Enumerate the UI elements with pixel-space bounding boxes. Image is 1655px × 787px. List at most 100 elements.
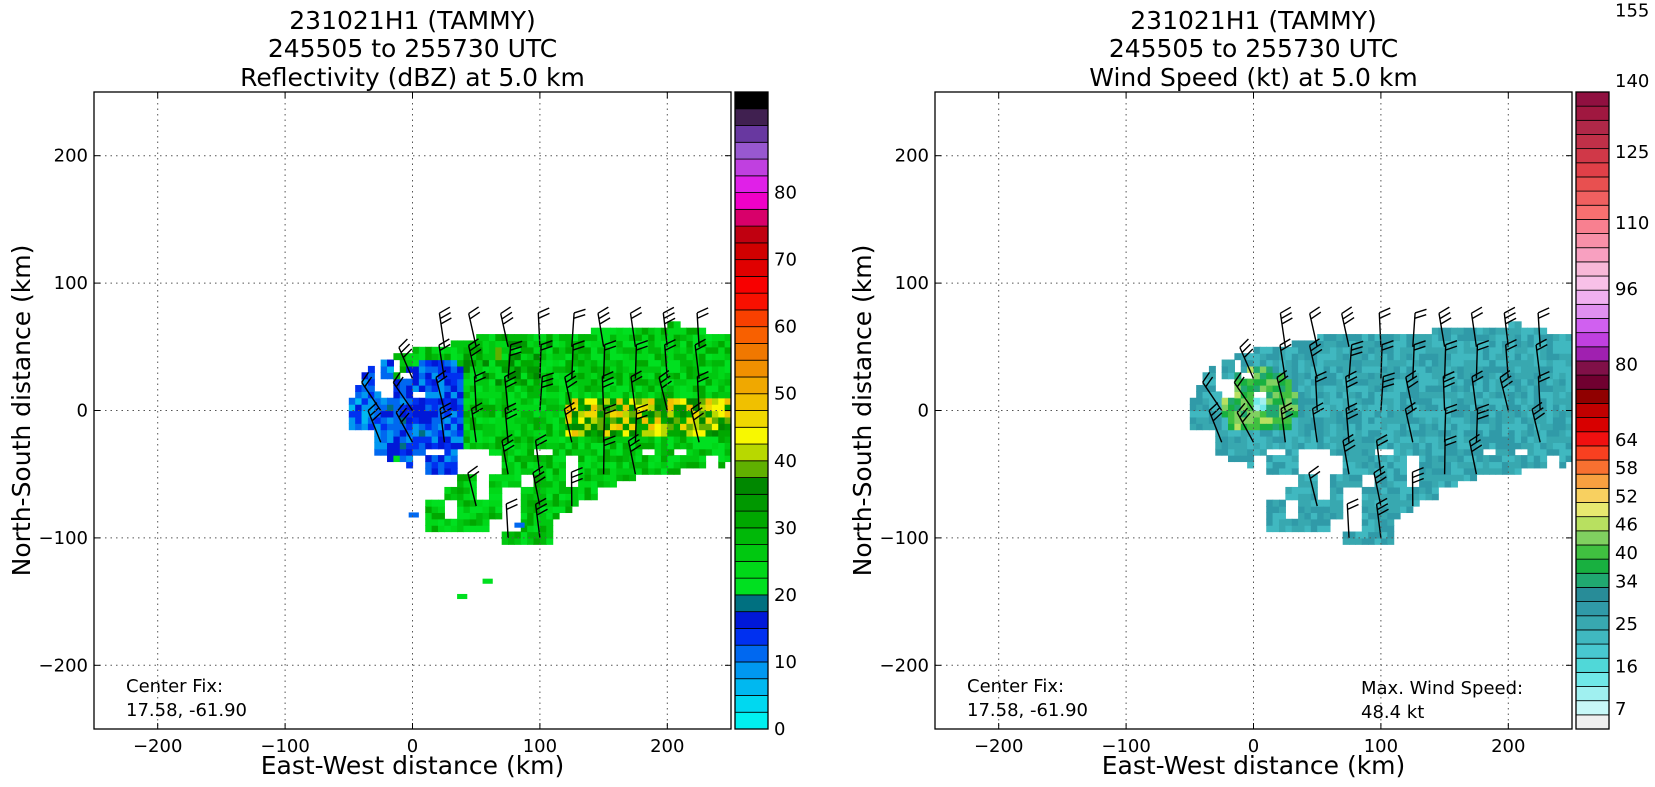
field-cell [559, 404, 566, 412]
field-cell [1463, 397, 1471, 405]
colorbar-swatch [1575, 275, 1610, 291]
field-cell [648, 455, 656, 463]
field-cell [711, 365, 719, 373]
colorbar-swatch [1575, 686, 1610, 702]
field-cell [1559, 385, 1567, 392]
field-cell [1310, 525, 1318, 533]
field-cell [469, 512, 477, 520]
field-cell [1304, 512, 1312, 520]
field-cell [457, 410, 465, 418]
field-cell [641, 334, 649, 342]
field-cell [635, 461, 643, 469]
field-cell [1393, 448, 1401, 456]
field-cell [667, 372, 675, 380]
field-cell [539, 442, 547, 450]
field-cell [635, 365, 643, 373]
colorbar-tick-label: 50 [774, 384, 797, 405]
field-cell [1387, 365, 1395, 373]
field-cell [1470, 340, 1478, 348]
field-cell [724, 359, 731, 367]
field-cell [431, 499, 439, 507]
field-cell [1400, 442, 1407, 450]
wind-barb [1345, 370, 1358, 411]
field-cell [1521, 435, 1529, 443]
field-cell [527, 353, 535, 361]
field-cell [482, 499, 490, 507]
field-cell [1489, 410, 1497, 418]
field-cell [622, 429, 630, 437]
field-cell [488, 397, 496, 405]
field-cell [406, 385, 414, 392]
colorbar-swatch [734, 91, 769, 110]
field-cell [1380, 493, 1388, 501]
field-cell [590, 378, 598, 386]
field-cell [1438, 455, 1446, 463]
field-cell [539, 359, 547, 367]
field-cell [699, 397, 707, 405]
field-cell [495, 385, 503, 392]
field-cell [559, 423, 566, 431]
field-cell [686, 442, 694, 450]
field-cell [1431, 391, 1439, 399]
field-cell [546, 346, 554, 354]
field-cell [520, 346, 528, 354]
field-cell [1438, 385, 1446, 392]
field-cell [387, 455, 394, 463]
field-cell [1406, 365, 1414, 373]
field-cell [1450, 391, 1458, 399]
field-cell [482, 578, 493, 584]
field-cell [718, 455, 726, 463]
field-cell [1482, 410, 1490, 418]
field-cell [1546, 391, 1554, 399]
field-cell [412, 378, 420, 386]
colorbar-swatch [1575, 190, 1610, 206]
field-cell [1470, 416, 1478, 424]
field-cell [1329, 397, 1337, 405]
field-cell [616, 455, 624, 463]
field-cell [501, 404, 509, 412]
field-cell [616, 391, 624, 399]
field-cell [1272, 372, 1280, 380]
field-cell [450, 346, 458, 354]
field-cell [457, 340, 465, 348]
wind-barb [571, 340, 585, 379]
field-cell [1514, 378, 1522, 386]
wind-barb [1375, 434, 1389, 475]
colorbar-tick-label: 140 [1615, 71, 1649, 92]
field-cell [1438, 410, 1446, 418]
field-cell [1336, 365, 1344, 373]
wind-barb [1341, 306, 1355, 347]
field-cell [1533, 455, 1541, 463]
field-cell [1291, 467, 1299, 475]
field-cell [705, 435, 713, 443]
field-cell [629, 435, 637, 443]
field-cell [546, 493, 554, 501]
field-cell [1476, 397, 1484, 405]
field-cell [1419, 467, 1427, 475]
field-cell [1425, 435, 1433, 443]
field-cell [622, 359, 630, 367]
field-cell [1336, 410, 1344, 418]
field-cell [520, 486, 528, 494]
field-cell [1457, 429, 1465, 437]
field-cell [520, 372, 528, 380]
wind-barb [534, 497, 548, 538]
field-cell [1336, 416, 1344, 424]
colorbar-swatch [1575, 473, 1610, 489]
field-cell [1489, 353, 1497, 361]
field-cell [546, 518, 554, 526]
field-cell [412, 448, 420, 456]
field-cell [1380, 531, 1388, 539]
field-cell [399, 435, 407, 443]
field-cell [1329, 334, 1337, 342]
field-cell [705, 372, 713, 380]
field-cell [367, 385, 375, 392]
field-cell [1495, 416, 1503, 424]
field-cell [622, 372, 630, 380]
field-cell [1368, 518, 1376, 526]
field-cell [660, 442, 668, 450]
field-cell [635, 429, 643, 437]
field-cell [1400, 506, 1407, 514]
field-cell [1355, 423, 1363, 431]
field-cell [622, 461, 630, 469]
